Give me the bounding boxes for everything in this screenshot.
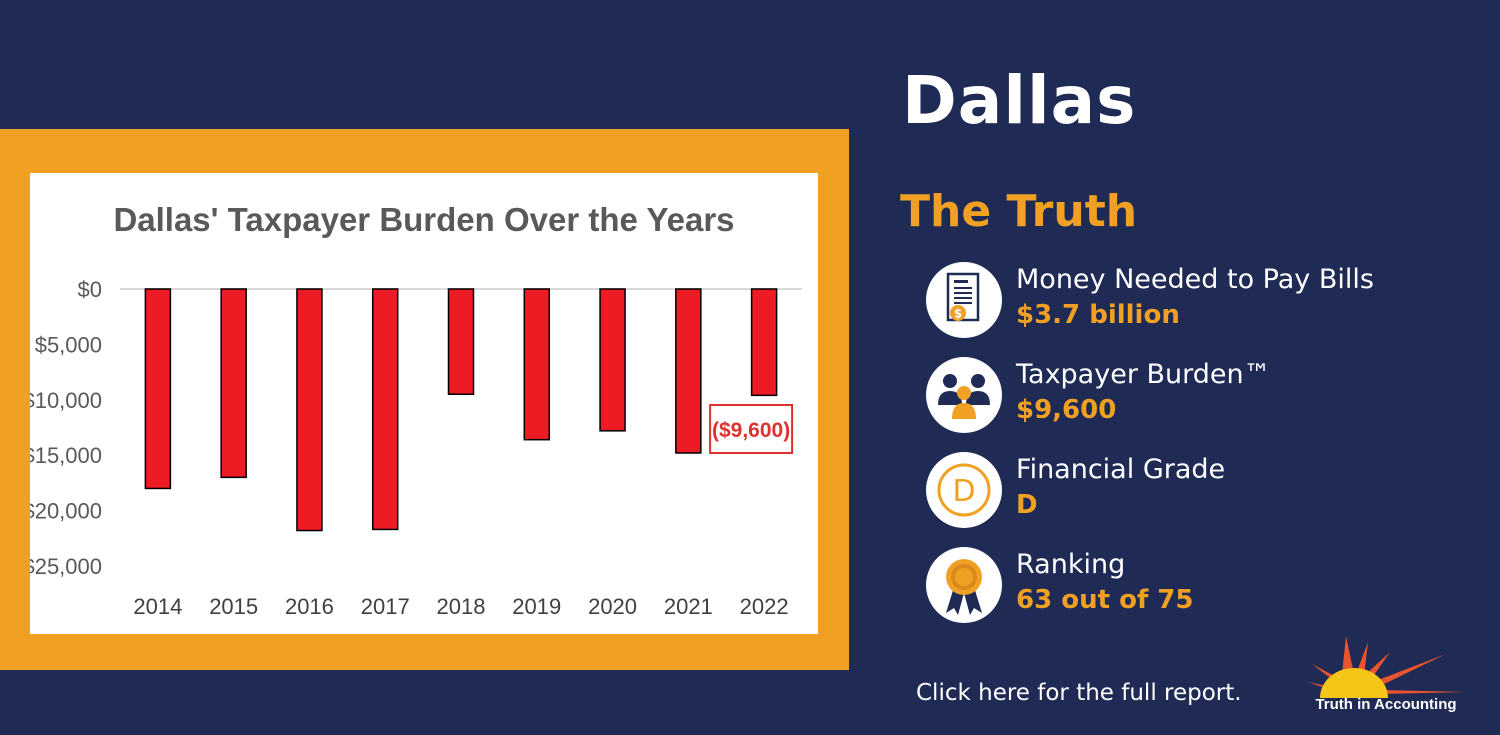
chart-frame: Dallas' Taxpayer Burden Over the Years $0… bbox=[0, 129, 849, 670]
bar-2014 bbox=[144, 288, 172, 490]
ribbon-icon bbox=[926, 547, 1002, 623]
y-tick-label: $0 bbox=[78, 277, 102, 302]
x-tick-label: 2018 bbox=[437, 594, 486, 619]
stat-label: Financial Grade bbox=[1016, 454, 1226, 485]
bill-icon: $ bbox=[926, 262, 1002, 338]
y-tick-label: $25,000 bbox=[30, 554, 102, 579]
x-tick-label: 2014 bbox=[133, 594, 182, 619]
bar-2019 bbox=[523, 288, 551, 441]
stat-label: Money Needed to Pay Bills bbox=[1016, 264, 1374, 295]
stat-value: D bbox=[1016, 490, 1038, 520]
city-title: Dallas bbox=[902, 62, 1137, 139]
x-tick-label: 2016 bbox=[285, 594, 334, 619]
taxpayers-icon bbox=[926, 357, 1002, 433]
stat-money-needed: $ Money Needed to Pay Bills $3.7 billion bbox=[926, 262, 1446, 342]
y-tick-label: $10,000 bbox=[30, 388, 102, 413]
stat-taxpayer-burden: Taxpayer Burden™ $9,600 bbox=[926, 357, 1446, 437]
svg-text:$: $ bbox=[954, 307, 962, 321]
stat-label: Ranking bbox=[1016, 549, 1126, 580]
bar-2022 bbox=[750, 288, 778, 397]
x-tick-label: 2020 bbox=[588, 594, 637, 619]
stat-value: $3.7 billion bbox=[1016, 300, 1180, 330]
callout-label: ($9,600) bbox=[712, 419, 790, 442]
grade-letter: D bbox=[952, 474, 975, 509]
y-tick-label: $15,000 bbox=[30, 443, 102, 468]
bar-2015 bbox=[220, 288, 247, 479]
bar-2016 bbox=[296, 288, 323, 532]
stat-ranking: Ranking 63 out of 75 bbox=[926, 547, 1446, 627]
stat-value: 63 out of 75 bbox=[1016, 585, 1194, 615]
callout-box bbox=[709, 404, 794, 454]
logo-text: Truth in Accounting bbox=[1315, 696, 1457, 713]
stat-value: $9,600 bbox=[1016, 395, 1117, 425]
grade-icon: D bbox=[926, 452, 1002, 528]
x-tick-label: 2017 bbox=[361, 594, 410, 619]
section-title: The Truth bbox=[900, 186, 1138, 237]
full-report-link[interactable]: Click here for the full report. bbox=[916, 680, 1242, 706]
bar-2018 bbox=[447, 288, 475, 396]
x-tick-label: 2021 bbox=[664, 594, 713, 619]
truth-in-accounting-logo[interactable]: Truth in Accounting bbox=[1306, 634, 1466, 718]
y-tick-label: $5,000 bbox=[35, 332, 102, 357]
chart-title: Dallas' Taxpayer Burden Over the Years bbox=[113, 201, 734, 238]
chart-panel: Dallas' Taxpayer Burden Over the Years $0… bbox=[30, 173, 818, 634]
y-tick-label: $20,000 bbox=[30, 499, 102, 524]
x-tick-label: 2015 bbox=[209, 594, 258, 619]
bar-2017 bbox=[371, 288, 399, 531]
stat-financial-grade: D Financial Grade D bbox=[926, 452, 1446, 532]
x-tick-label: 2022 bbox=[740, 594, 789, 619]
bar-2020 bbox=[599, 288, 626, 432]
x-tick-label: 2019 bbox=[512, 594, 561, 619]
bar-2021 bbox=[675, 288, 702, 454]
stat-label: Taxpayer Burden™ bbox=[1016, 359, 1271, 390]
sunrise-logo-icon bbox=[1308, 636, 1466, 698]
taxpayer-burden-chart: Dallas' Taxpayer Burden Over the Years $0… bbox=[30, 201, 802, 619]
